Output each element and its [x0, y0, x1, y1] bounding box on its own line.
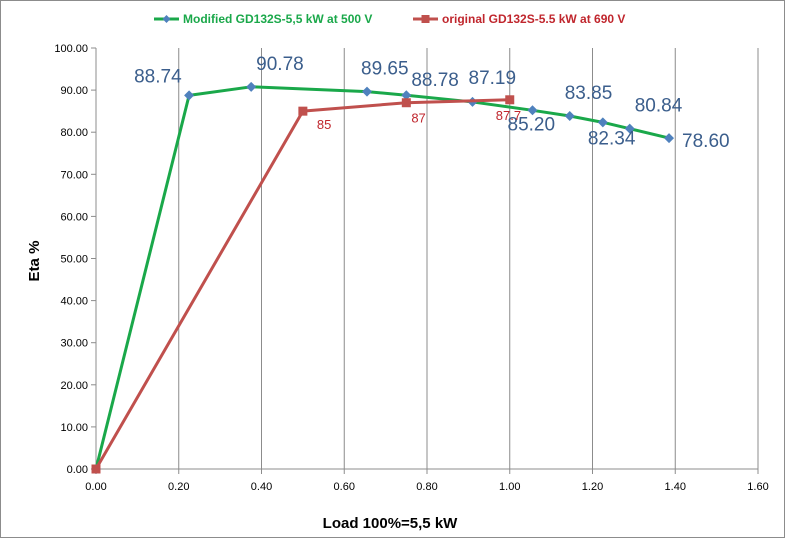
x-tick-label: 0.00: [85, 481, 106, 493]
y-tick-label: 10.00: [60, 422, 88, 434]
data-label: 87.7: [496, 108, 521, 123]
series-line-1: [94, 98, 510, 470]
x-tick-label: 0.40: [251, 481, 272, 493]
series-point-diamond: [564, 110, 575, 121]
x-tick-label: 0.60: [334, 481, 355, 493]
series-group: [91, 81, 675, 474]
tick-labels: 0.00 0.20 0.40 0.60 0.80 1.00 1.20 1.40 1.60 0.00…: [54, 43, 768, 493]
y-axis-title: Eta %: [26, 241, 43, 282]
data-label: 88.74: [134, 66, 182, 87]
data-label: 85: [317, 117, 331, 132]
y-tick-label: 60.00: [60, 211, 88, 223]
legend: Modified GD132S-5,5 kW at 500 V original…: [154, 12, 625, 26]
y-tick-label: 30.00: [60, 338, 88, 350]
legend-label-original: original GD132S-5.5 kW at 690 V: [442, 12, 625, 26]
y-tick-label: 100.00: [54, 43, 88, 55]
y-tick-label: 0.00: [67, 464, 88, 476]
series-point-diamond: [597, 117, 608, 128]
legend-item-modified: Modified GD132S-5,5 kW at 500 V: [154, 12, 372, 26]
legend-item-original: original GD132S-5.5 kW at 690 V: [413, 12, 625, 26]
series-line-0: [94, 85, 670, 470]
data-label: 82.34: [588, 128, 636, 149]
data-label: 80.84: [635, 96, 683, 117]
y-tick-label: 90.00: [60, 85, 88, 97]
data-label: 87.19: [469, 68, 517, 89]
data-label: 87: [411, 111, 425, 126]
legend-marker-original: [421, 15, 430, 23]
series-point-square: [505, 95, 515, 105]
x-axis-title: Load 100%=5,5 kW: [323, 515, 458, 532]
y-tick-label: 40.00: [60, 296, 88, 308]
y-tick-label: 20.00: [60, 380, 88, 392]
x-tick-label: 0.20: [168, 481, 189, 493]
data-label: 78.60: [682, 131, 730, 152]
series-point-square: [401, 98, 411, 108]
data-label: 88.78: [411, 70, 459, 91]
series-point-diamond: [246, 81, 257, 92]
data-label: 90.78: [256, 54, 304, 75]
x-tick-label: 0.80: [416, 481, 437, 493]
y-tick-label: 70.00: [60, 169, 88, 181]
series-point-diamond: [362, 86, 373, 97]
series-point-diamond: [664, 133, 675, 144]
grid-lines: [178, 48, 759, 469]
series-point-square: [298, 106, 308, 116]
y-tick-label: 50.00: [60, 254, 88, 266]
series-point-diamond: [624, 123, 635, 134]
series-point-diamond: [401, 90, 412, 101]
legend-label-modified: Modified GD132S-5,5 kW at 500 V: [183, 12, 372, 26]
data-label: 83.85: [565, 83, 613, 104]
series-point-diamond: [527, 105, 538, 116]
x-tick-label: 1.60: [747, 481, 768, 493]
data-label: 85.20: [508, 114, 556, 135]
x-tick-label: 1.20: [582, 481, 603, 493]
y-tick-label: 80.00: [60, 127, 88, 139]
x-tick-label: 1.00: [499, 481, 520, 493]
series-point-square: [91, 464, 101, 474]
data-label: 89.65: [361, 59, 409, 80]
series-point-diamond: [184, 90, 195, 101]
axes: [91, 47, 759, 474]
x-tick-label: 1.40: [665, 481, 686, 493]
legend-marker-modified: [162, 15, 171, 23]
